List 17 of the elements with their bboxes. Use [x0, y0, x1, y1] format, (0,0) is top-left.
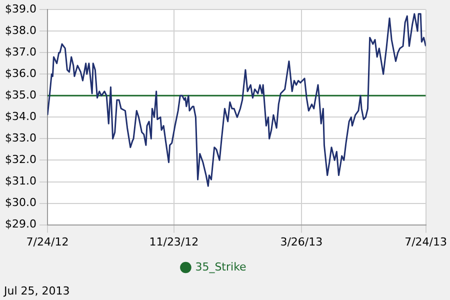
- y-tick-label: $32.0: [4, 153, 36, 166]
- legend-label: 35_Strike: [195, 260, 247, 274]
- y-tick-label: $31.0: [4, 174, 36, 188]
- x-tick-label: 7/24/12: [26, 235, 69, 248]
- y-tick-label: $35.0: [4, 88, 36, 102]
- y-tick-label: $33.0: [4, 132, 36, 145]
- y-tick-label: $29.0: [4, 218, 36, 231]
- x-tick-label: 3/26/13: [280, 235, 323, 248]
- y-tick-label: $36.0: [4, 67, 36, 80]
- y-tick-label: $39.0: [4, 2, 36, 16]
- y-tick-label: $34.0: [4, 110, 36, 124]
- x-tick-label: 7/24/13: [404, 235, 447, 248]
- y-tick-label: $37.0: [4, 46, 36, 58]
- y-tick-label: $38.0: [4, 24, 36, 37]
- text: Jul 25, 2013: [3, 284, 70, 298]
- x-tick-label: 11/23/12: [149, 235, 199, 248]
- y-tick-label: $30.0: [4, 196, 36, 210]
